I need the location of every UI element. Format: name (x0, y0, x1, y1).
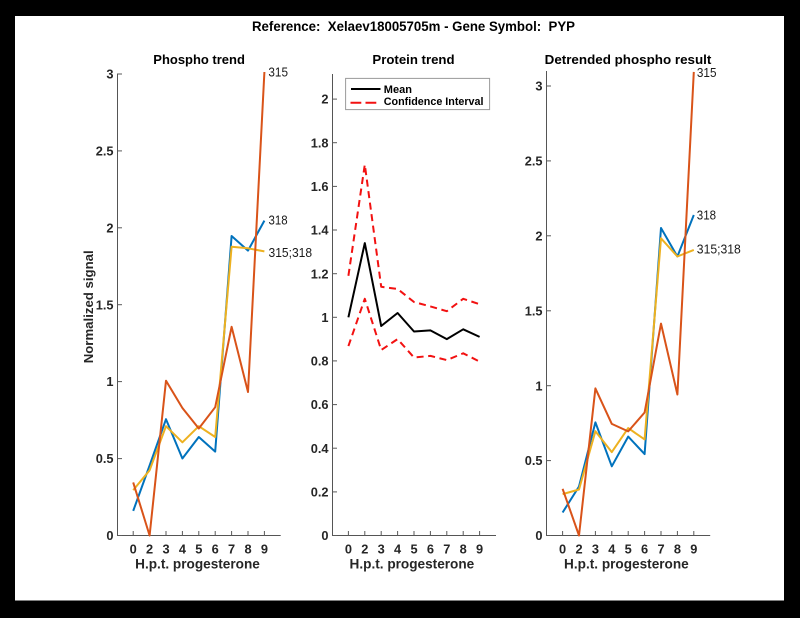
svg-text:315: 315 (268, 65, 288, 80)
svg-text:2: 2 (146, 542, 153, 557)
svg-text:2: 2 (106, 220, 113, 235)
svg-text:2: 2 (361, 542, 368, 557)
svg-text:1.5: 1.5 (96, 297, 114, 312)
svg-text:2.5: 2.5 (96, 144, 114, 159)
svg-text:Normalized signal: Normalized signal (81, 250, 96, 363)
svg-text:0.2: 0.2 (311, 485, 329, 500)
svg-text:3: 3 (106, 67, 113, 82)
svg-text:Detrended phospho result: Detrended phospho result (545, 52, 712, 67)
svg-text:0: 0 (559, 542, 566, 557)
svg-text:9: 9 (261, 542, 268, 557)
svg-text:3: 3 (378, 542, 385, 557)
svg-text:0: 0 (345, 542, 352, 557)
svg-text:0: 0 (535, 528, 542, 543)
svg-text:1: 1 (321, 310, 328, 325)
svg-text:315: 315 (697, 65, 717, 80)
svg-text:2: 2 (321, 92, 328, 107)
svg-text:0.6: 0.6 (311, 397, 329, 412)
svg-text:Mean: Mean (384, 84, 412, 96)
svg-text:8: 8 (674, 542, 681, 557)
svg-text:0.4: 0.4 (311, 441, 330, 456)
svg-text:0: 0 (321, 528, 328, 543)
svg-text:1.8: 1.8 (311, 135, 329, 150)
svg-text:H.p.t. progesterone: H.p.t. progesterone (564, 557, 689, 572)
svg-text:5: 5 (625, 542, 632, 557)
svg-text:1.2: 1.2 (311, 266, 329, 281)
svg-text:2: 2 (535, 228, 542, 243)
svg-text:0: 0 (106, 528, 113, 543)
svg-text:315;318: 315;318 (697, 242, 741, 257)
svg-text:H.p.t. progesterone: H.p.t. progesterone (135, 557, 260, 572)
svg-text:0.5: 0.5 (96, 451, 114, 466)
svg-text:0.8: 0.8 (311, 354, 329, 369)
svg-text:1: 1 (535, 378, 542, 393)
svg-text:315;318: 315;318 (269, 245, 313, 260)
svg-text:7: 7 (657, 542, 664, 557)
svg-text:7: 7 (228, 542, 235, 557)
svg-text:0: 0 (130, 542, 137, 557)
svg-text:5: 5 (410, 542, 417, 557)
svg-text:1: 1 (106, 374, 113, 389)
svg-text:Reference: Xelaev18005705m -: Reference: Xelaev18005705m - Gene Symbol… (252, 19, 575, 34)
svg-text:5: 5 (195, 542, 202, 557)
svg-text:4: 4 (394, 542, 402, 557)
svg-text:3: 3 (535, 79, 542, 94)
svg-text:4: 4 (608, 542, 616, 557)
svg-text:7: 7 (443, 542, 450, 557)
svg-text:318: 318 (697, 208, 716, 223)
svg-text:2.5: 2.5 (525, 154, 543, 169)
svg-text:Confidence Interval: Confidence Interval (384, 96, 484, 108)
svg-text:6: 6 (212, 542, 219, 557)
svg-text:6: 6 (427, 542, 434, 557)
svg-text:0.5: 0.5 (525, 453, 543, 468)
svg-text:6: 6 (641, 542, 648, 557)
svg-text:4: 4 (179, 542, 187, 557)
svg-text:3: 3 (162, 542, 169, 557)
svg-text:8: 8 (460, 542, 467, 557)
svg-text:3: 3 (592, 542, 599, 557)
svg-text:Phospho trend: Phospho trend (153, 52, 245, 67)
svg-text:1.4: 1.4 (311, 223, 330, 238)
svg-text:318: 318 (269, 213, 288, 228)
svg-text:8: 8 (244, 542, 251, 557)
svg-text:Protein trend: Protein trend (372, 52, 454, 67)
svg-text:9: 9 (690, 542, 697, 557)
svg-text:2: 2 (575, 542, 582, 557)
svg-text:9: 9 (476, 542, 483, 557)
svg-text:H.p.t. progesterone: H.p.t. progesterone (350, 557, 475, 572)
svg-text:1.6: 1.6 (311, 179, 329, 194)
svg-text:1.5: 1.5 (525, 303, 543, 318)
